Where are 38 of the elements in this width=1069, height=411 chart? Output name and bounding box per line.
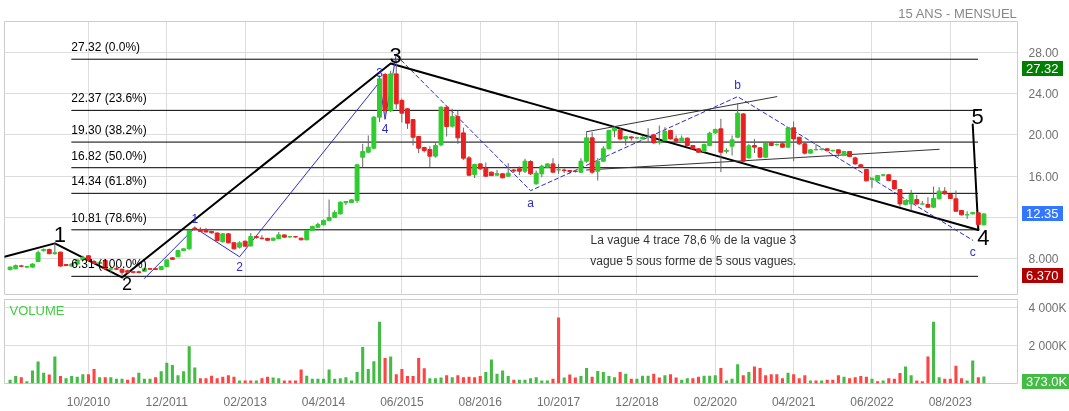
y-tick-label: 8.000 <box>1028 252 1059 267</box>
x-tick-label: 02/2020 <box>693 394 738 409</box>
y-tick-label: 24.00 <box>1028 87 1059 102</box>
ref-line-label: 14.34 (61.8%) <box>71 174 147 189</box>
y-tick-label: 28.00 <box>1028 45 1059 60</box>
annotation: 4 <box>381 122 389 137</box>
annotation: vague 5 sous forme de 5 sous vagues. <box>590 253 797 268</box>
annotation: b <box>734 77 742 92</box>
x-tick-label: 04/2014 <box>301 394 346 409</box>
annotation: 1 <box>53 222 66 248</box>
y-tick-label: 2 000K <box>1028 338 1067 353</box>
annotation: a <box>527 195 535 210</box>
x-tick-label: 02/2013 <box>223 394 268 409</box>
annotation: c <box>969 245 976 260</box>
x-tick-label: 12/2018 <box>615 394 659 409</box>
x-tick-label: 12/2011 <box>145 394 189 409</box>
annotation: 2 <box>236 259 244 274</box>
x-tick-label: 06/2015 <box>380 394 424 409</box>
annotation: 5 <box>971 103 984 129</box>
x-tick-label: 10/2017 <box>536 394 581 409</box>
ref-line-label: 10.81 (78.6%) <box>71 210 147 225</box>
annotation: 2 <box>122 274 133 295</box>
y-tick-label: 4 000K <box>1028 300 1067 315</box>
x-tick-label: 08/2023 <box>928 394 973 409</box>
chart-subtitle: 15 ANS - MENSUEL <box>898 5 1017 21</box>
x-tick-label: 04/2021 <box>771 394 816 409</box>
ref-line-label: 22.37 (23.6%) <box>71 91 147 106</box>
x-tick-label: 10/2010 <box>66 394 111 409</box>
chart-title: VOLUME <box>9 302 65 318</box>
x-tick-label: 06/2022 <box>850 394 894 409</box>
ref-line-label: 19.30 (38.2%) <box>71 123 147 138</box>
y-tick-label: 20.00 <box>1028 128 1059 143</box>
annotation: La vague 4 trace 78,6 % de la vague 3 <box>590 232 797 247</box>
y-tick-label: 16.00 <box>1028 169 1059 184</box>
ref-line-label: 16.82 (50.0%) <box>71 148 147 163</box>
annotation: 4 <box>977 224 990 250</box>
ref-line-label: 27.32 (0.0%) <box>71 40 141 55</box>
x-tick-label: 08/2016 <box>458 394 503 409</box>
